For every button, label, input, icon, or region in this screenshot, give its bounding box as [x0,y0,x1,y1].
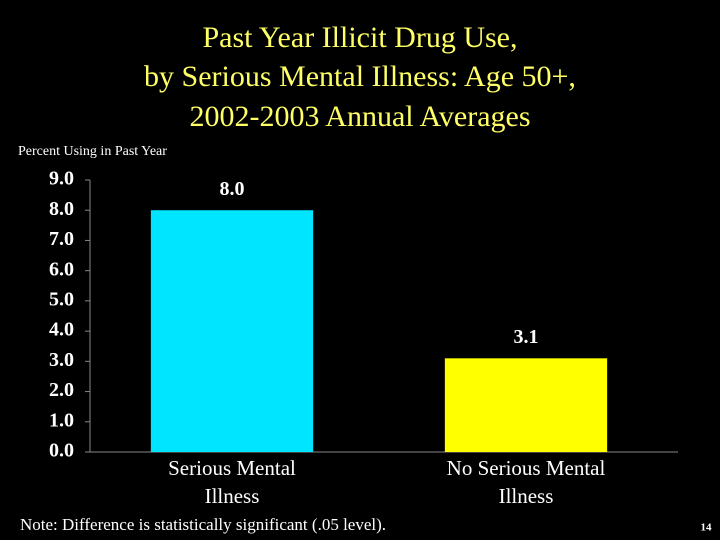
y-tick-label: 7.0 [49,228,74,250]
chart-title: Past Year Illicit Drug Use, [203,21,518,54]
x-tick-label: No Serious Mental Illness [446,456,606,508]
y-tick-label: 9.0 [49,168,74,190]
page-number: 14 [701,522,713,534]
bar [150,210,314,452]
y-tick-label: 1.0 [49,409,74,431]
note: Note: Difference is statistically signif… [20,515,386,534]
x-tick-label: Serious Mental Illness [168,456,296,508]
y-tick-label: 3.0 [49,349,74,371]
y-tick-label: 4.0 [49,319,74,341]
y-tick-label: 2.0 [49,379,74,401]
y-tick-label: 6.0 [49,258,74,280]
y-tick-label: 8.0 [49,198,74,220]
y-tick-label: 0.0 [49,440,74,462]
y-axis-label: Percent Using in Past Year [18,144,167,159]
data-label: 3.1 [514,326,539,348]
bar [444,358,608,452]
chart-title: 2002-2003 Annual Averages [189,100,530,133]
data-label: 8.0 [220,178,245,200]
chart-title: by Serious Mental Illness: Age 50+, [144,60,576,93]
y-tick-label: 5.0 [49,288,74,310]
